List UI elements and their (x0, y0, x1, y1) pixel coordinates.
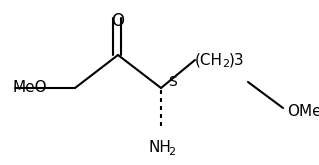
Text: 2: 2 (168, 147, 175, 157)
Text: (CH: (CH (195, 52, 223, 67)
Text: NH: NH (148, 141, 171, 155)
Text: )3: )3 (229, 52, 245, 67)
Text: S: S (168, 75, 177, 89)
Text: MeO: MeO (12, 81, 47, 96)
Text: O: O (112, 12, 124, 30)
Text: 2: 2 (222, 59, 229, 69)
Text: OMe: OMe (287, 104, 319, 119)
